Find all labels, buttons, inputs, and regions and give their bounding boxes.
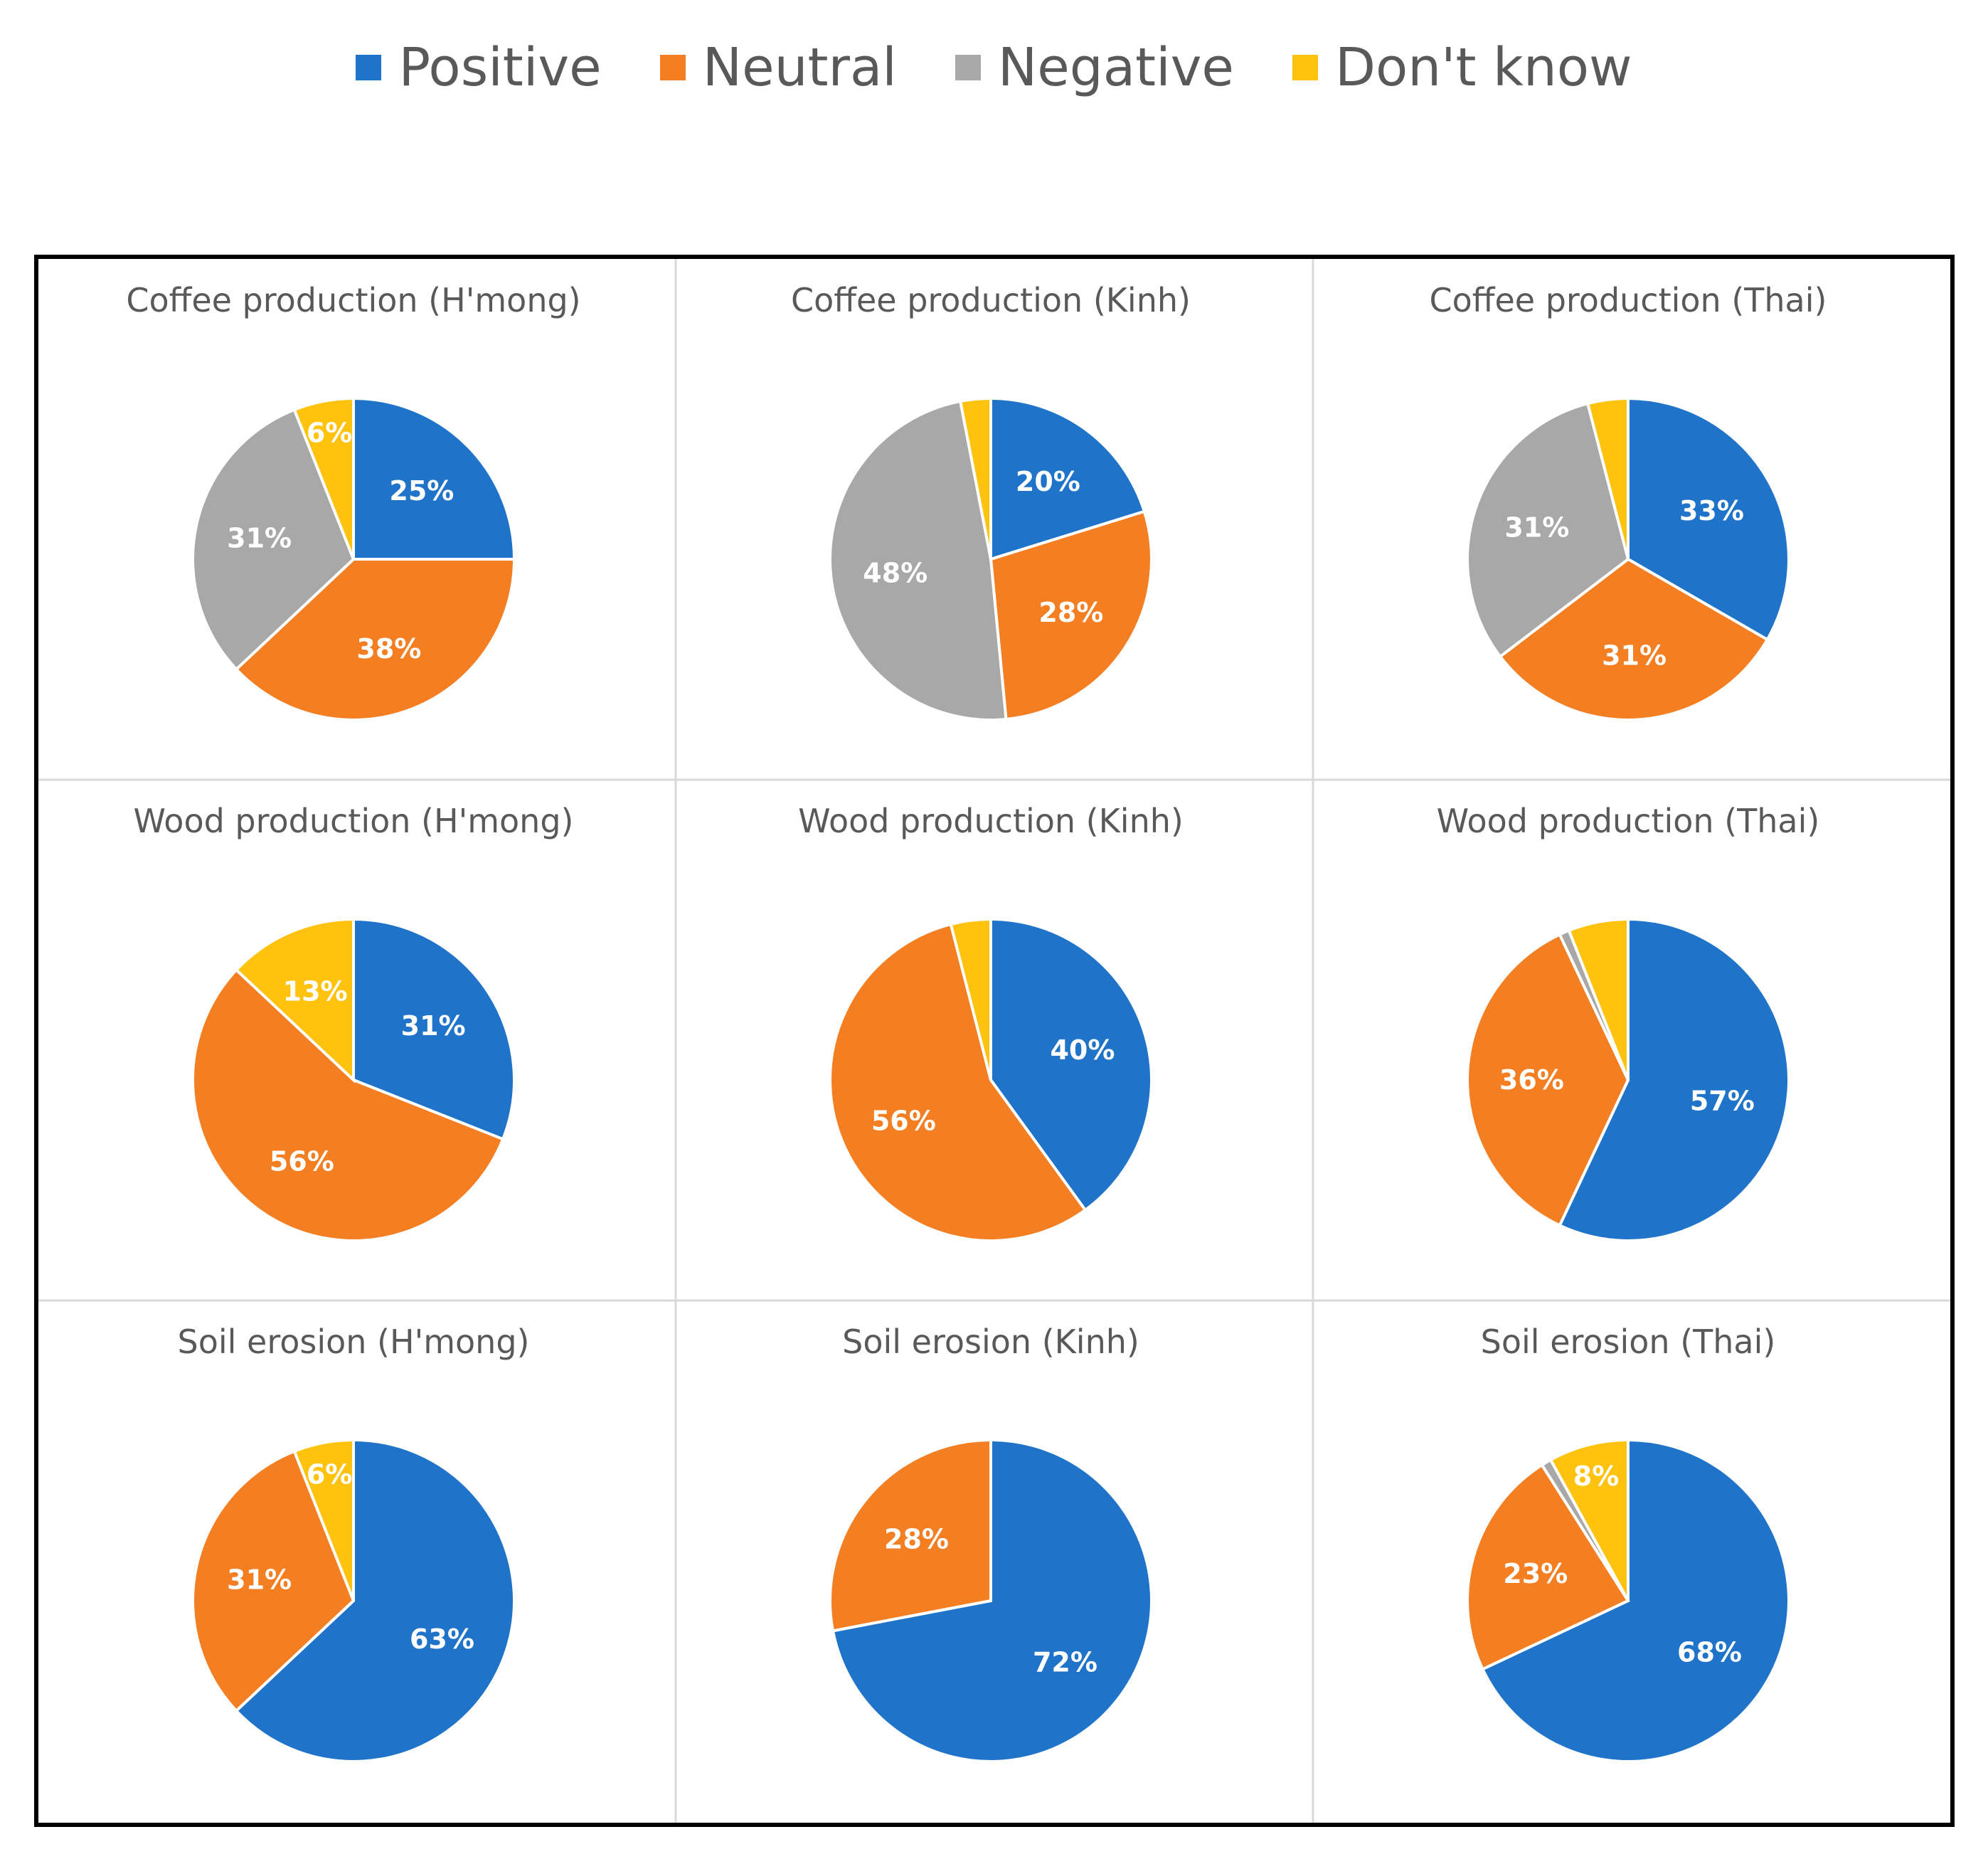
- pie-slice-label-positive: 63%: [410, 1623, 474, 1655]
- legend-label-negative: Negative: [997, 37, 1234, 98]
- pie-slice-label-positive: 72%: [1033, 1646, 1097, 1678]
- pie-slice-label-dont-know: 8%: [1573, 1461, 1620, 1492]
- pie-charts-svg: Coffee production (H'mong)25%38%31%6%Cof…: [38, 259, 1950, 1823]
- pie-slice-positive: [234, 1438, 516, 1763]
- pie-chart-coffee-production-h-mong: Coffee production (H'mong) 25% 38% 31% 6%: [126, 281, 581, 721]
- pie-slice-label-positive: 25%: [389, 475, 454, 507]
- pie-slice-label-neutral: 28%: [884, 1524, 949, 1555]
- pie-slice-positive: [1627, 396, 1790, 642]
- pie-chart-title: Coffee production (Kinh): [791, 281, 1191, 319]
- legend-item-positive: Positive: [356, 37, 602, 98]
- pie-slice-neutral: [989, 509, 1153, 721]
- pie-slice-label-positive: 40%: [1050, 1034, 1115, 1066]
- pie-chart-title: Soil erosion (H'mong): [178, 1323, 530, 1361]
- pie-slice-positive: [1480, 1438, 1790, 1763]
- pie-slice-label-dont-know: 6%: [307, 417, 353, 448]
- pie-slice-label-dont-know: 6%: [307, 1458, 353, 1490]
- pie-slice-negative: [191, 408, 356, 672]
- pie-slice-dont-know: [949, 917, 992, 1081]
- pie-slice-label-dont-know: 13%: [283, 976, 348, 1007]
- pie-chart-coffee-production-kinh: Coffee production (Kinh) 20% 28% 48%: [791, 281, 1191, 721]
- pie-slice-label-negative: 31%: [1504, 512, 1569, 544]
- pie-slice-dont-know: [292, 396, 355, 560]
- pie-chart-title: Wood production (Thai): [1437, 802, 1820, 840]
- pie-chart-soil-erosion-kinh: Soil erosion (Kinh) 72% 28%: [829, 1323, 1153, 1763]
- pie-slice-dont-know: [958, 396, 992, 560]
- pie-slice-positive: [352, 396, 516, 561]
- pie-slice-neutral: [191, 968, 505, 1242]
- legend-label-neutral: Neutral: [702, 37, 897, 98]
- pie-slice-dont-know: [1585, 396, 1630, 560]
- pie-slice-label-positive: 33%: [1679, 495, 1744, 526]
- pie-chart-title: Coffee production (H'mong): [126, 281, 580, 319]
- pie-chart-title: Soil erosion (Thai): [1481, 1323, 1776, 1361]
- pie-chart-title: Soil erosion (Kinh): [842, 1323, 1139, 1361]
- pie-slice-dont-know: [1567, 917, 1630, 1081]
- pie-slice-dont-know: [234, 917, 355, 1084]
- pie-slice-neutral: [1466, 932, 1630, 1228]
- pie-slice-neutral: [829, 922, 1088, 1242]
- pie-slice-label-neutral: 31%: [227, 1564, 292, 1595]
- pie-chart-soil-erosion-h-mong: Soil erosion (H'mong) 63% 31% 6%: [178, 1323, 530, 1763]
- pie-chart-wood-production-kinh: Wood production (Kinh) 40% 56%: [798, 802, 1184, 1242]
- pie-slice-label-neutral: 23%: [1503, 1558, 1568, 1589]
- legend-swatch-dont-know: [1292, 55, 1318, 80]
- pie-chart-title: Wood production (Kinh): [798, 802, 1184, 840]
- pie-slice-label-neutral: 38%: [356, 633, 421, 664]
- legend-item-negative: Negative: [955, 37, 1234, 98]
- pie-slice-negative: [1466, 401, 1630, 659]
- legend-swatch-neutral: [659, 55, 686, 80]
- legend-label-dont-know: Don't know: [1334, 37, 1632, 98]
- legend-label-positive: Positive: [398, 37, 602, 98]
- pie-slice-neutral: [829, 1438, 992, 1633]
- pie-slice-label-positive: 68%: [1677, 1637, 1742, 1668]
- pie-slice-positive: [989, 917, 1153, 1212]
- pie-slice-neutral: [1466, 1463, 1630, 1671]
- legend-swatch-positive: [356, 55, 382, 80]
- pie-slice-label-positive: 57%: [1690, 1086, 1755, 1117]
- pie-slice-dont-know: [1548, 1438, 1630, 1601]
- pie-slice-negative: [829, 399, 1008, 721]
- pie-chart-title: Coffee production (Thai): [1430, 281, 1827, 319]
- pie-slice-neutral: [1498, 557, 1770, 721]
- pie-slice-label-neutral: 28%: [1038, 597, 1103, 628]
- chart-legend: Positive Neutral Negative Don't know: [0, 28, 1988, 107]
- pie-slice-label-positive: 31%: [401, 1010, 466, 1042]
- pie-slice-label-neutral: 36%: [1499, 1064, 1564, 1096]
- pie-slice-label-negative: 31%: [227, 522, 292, 553]
- pie-chart-soil-erosion-thai: Soil erosion (Thai) 68% 23% 8%: [1466, 1323, 1790, 1763]
- legend-item-dont-know: Don't know: [1292, 37, 1632, 98]
- pie-chart-wood-production-h-mong: Wood production (H'mong) 31% 56% 13%: [134, 802, 574, 1242]
- pie-slice-label-positive: 20%: [1016, 466, 1080, 497]
- pie-chart-grid: Coffee production (H'mong) 25% 38% 31% 6% Cof…: [34, 255, 1955, 1827]
- pie-chart-title: Wood production (H'mong): [134, 802, 574, 840]
- pie-slice-positive: [352, 917, 516, 1141]
- pie-chart-wood-production-thai: Wood production (Thai) 57% 36%: [1437, 802, 1820, 1242]
- pie-slice-positive: [1558, 917, 1790, 1242]
- pie-slice-label-neutral: 56%: [270, 1145, 334, 1177]
- pie-slice-neutral: [234, 558, 516, 721]
- pie-slice-neutral: [191, 1449, 356, 1713]
- pie-slice-label-neutral: 31%: [1602, 640, 1667, 671]
- legend-item-neutral: Neutral: [659, 37, 897, 98]
- pie-chart-coffee-production-thai: Coffee production (Thai) 33% 31% 31%: [1430, 281, 1827, 721]
- legend-swatch-negative: [955, 55, 981, 80]
- pie-slice-positive: [989, 396, 1147, 561]
- pie-slice-label-negative: 48%: [863, 557, 927, 588]
- pie-slice-label-neutral: 56%: [871, 1106, 936, 1137]
- pie-slice-dont-know: [292, 1438, 355, 1601]
